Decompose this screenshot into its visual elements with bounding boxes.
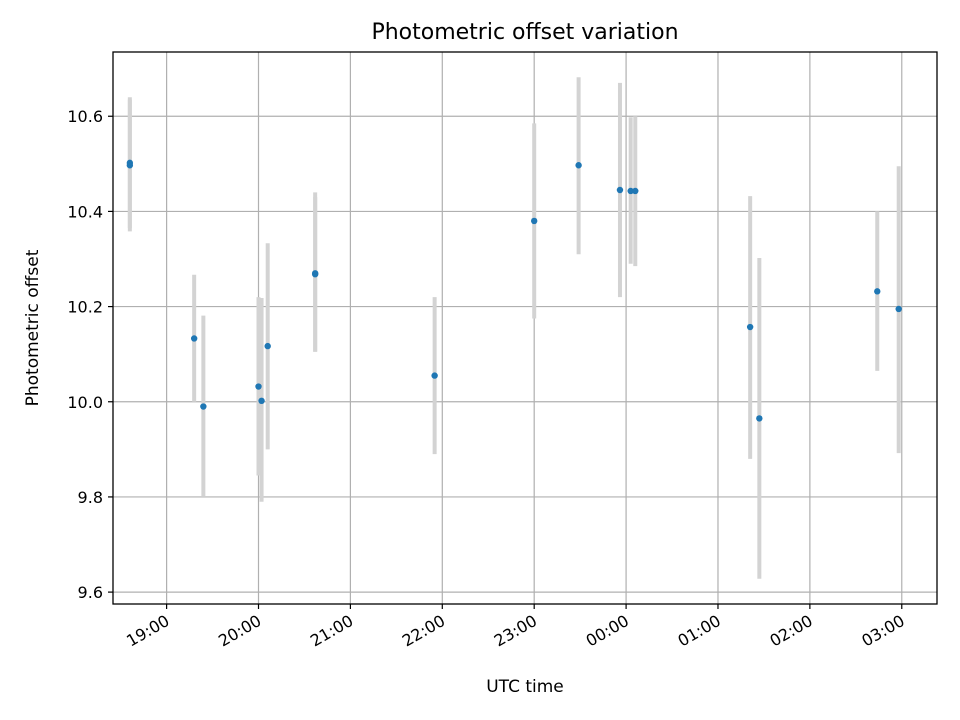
data-point <box>258 397 265 405</box>
plot-frame <box>112 51 938 605</box>
x-tick-label: 20:00 <box>215 611 264 651</box>
data-point <box>190 335 198 342</box>
data-point <box>530 217 538 225</box>
x-tick-label: 21:00 <box>307 611 356 651</box>
y-tick-label: 10.6 <box>67 107 103 126</box>
data-point <box>756 415 763 422</box>
y-tick-label: 10.2 <box>67 298 103 317</box>
error-bars <box>127 77 901 579</box>
x-tick-label: 00:00 <box>583 611 632 651</box>
chart-title: Photometric offset variation <box>371 20 678 45</box>
data-points <box>126 159 902 422</box>
y-axis-label: Photometric offset <box>23 249 43 406</box>
axis-ticks <box>108 115 903 609</box>
y-tick-label: 9.8 <box>78 488 103 507</box>
data-point <box>895 305 902 313</box>
x-tick-label: 01:00 <box>675 611 724 651</box>
data-point <box>616 186 624 194</box>
data-point <box>874 288 881 295</box>
x-tick-label: 19:00 <box>123 611 172 651</box>
data-point <box>575 162 582 169</box>
data-point <box>126 159 134 167</box>
y-tick-label: 9.6 <box>78 583 103 602</box>
x-tick-label: 22:00 <box>399 611 448 651</box>
data-point <box>746 323 754 331</box>
grid <box>113 52 937 604</box>
x-tick-label: 23:00 <box>491 611 540 651</box>
data-point <box>627 187 634 195</box>
x-tick-label: 02:00 <box>766 611 815 651</box>
y-tick-label: 10.0 <box>67 393 103 412</box>
data-point <box>311 271 319 278</box>
x-axis-label: UTC time <box>486 677 564 697</box>
y-tick-label: 10.4 <box>67 202 103 221</box>
data-point <box>264 342 271 350</box>
x-tick-labels: 19:00 20:00 21:00 22:00 23:00 00:00 01:00 02:00… <box>123 611 908 651</box>
data-point <box>255 383 262 390</box>
y-tick-labels: 9.6 9.8 10.0 10.2 10.4 10.6 <box>67 107 103 602</box>
data-point <box>200 403 207 410</box>
x-tick-label: 03:00 <box>858 611 907 651</box>
data-point <box>431 372 438 379</box>
data-point <box>632 187 639 195</box>
